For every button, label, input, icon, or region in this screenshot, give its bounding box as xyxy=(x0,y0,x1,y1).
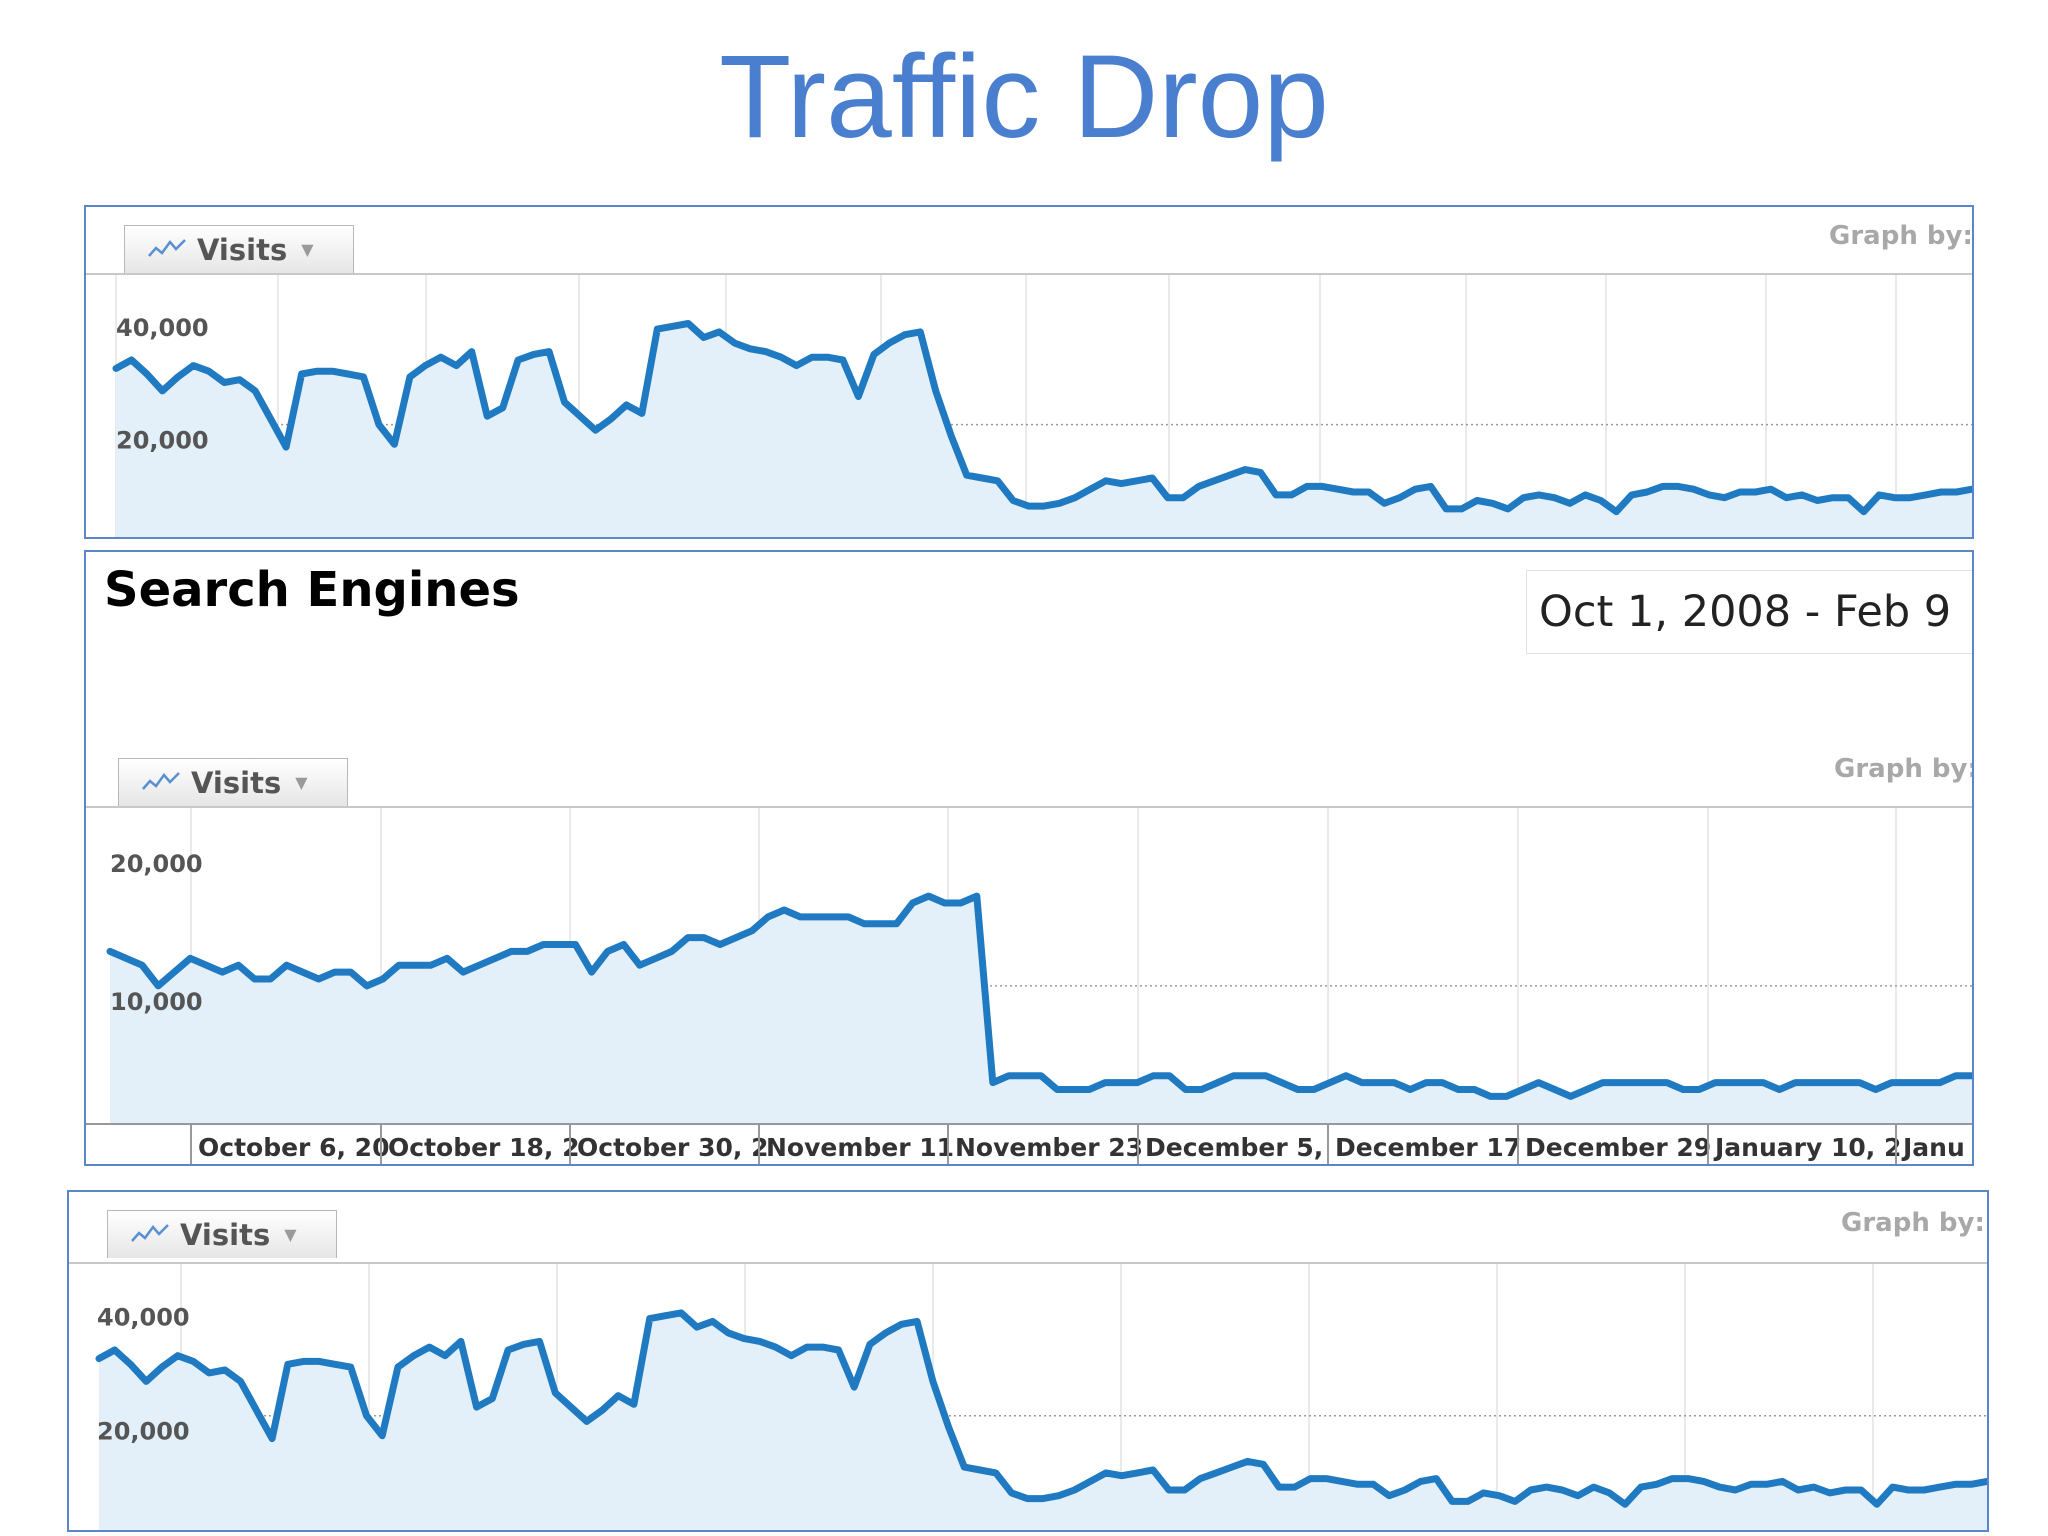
x-tick-label: November 11 xyxy=(766,1133,954,1162)
visits-tab-label: Visits xyxy=(180,1217,271,1252)
search-engines-panel: Search Engines Oct 1, 2008 - Feb 9 Visit… xyxy=(84,550,1974,1166)
x-tick-label: October 30, 2 xyxy=(577,1133,768,1162)
y-tick-label: 20,000 xyxy=(116,427,209,455)
graph-by-label[interactable]: Graph by: xyxy=(1841,1208,1985,1238)
series-line-visits xyxy=(112,320,1972,516)
slide-title: Traffic Drop xyxy=(719,31,1329,163)
x-tick-label: October 6, 20 xyxy=(198,1133,389,1162)
y-tick-label: 20,000 xyxy=(110,850,203,878)
line-chart-icon xyxy=(147,233,187,267)
visits-chart-bottom: 40,000 20,000 xyxy=(69,1262,1987,1530)
caret-down-icon[interactable]: ▼ xyxy=(295,773,308,792)
visits-tab-label: Visits xyxy=(191,765,282,800)
series-line-visits xyxy=(95,1309,1987,1508)
series-area-fill xyxy=(116,323,1972,537)
line-chart-icon xyxy=(130,1218,170,1252)
x-tick-label: November 23 xyxy=(955,1133,1143,1162)
graph-by-label[interactable]: Graph by: xyxy=(1834,754,1974,784)
search-engines-title: Search Engines xyxy=(104,562,520,618)
y-tick-label: 10,000 xyxy=(110,988,203,1016)
x-tick-label: December 17 xyxy=(1335,1133,1521,1162)
visits-graph-panel-top: Visits ▼ Graph by: 40,000 20,000 xyxy=(84,205,1974,539)
visits-graph-panel-bottom: Visits ▼ Graph by: 40,000 20,000 xyxy=(67,1190,1989,1532)
x-tick-label: December 29 xyxy=(1525,1133,1711,1162)
visits-metric-tab[interactable]: Visits ▼ xyxy=(107,1210,337,1258)
line-chart-icon xyxy=(141,766,181,800)
series-line-visits xyxy=(106,892,1972,1100)
visits-metric-tab[interactable]: Visits ▼ xyxy=(124,225,354,273)
date-range-selector[interactable]: Oct 1, 2008 - Feb 9 xyxy=(1526,570,1972,654)
x-tick-label: January 10, 2 xyxy=(1713,1133,1901,1162)
y-tick-label: 40,000 xyxy=(97,1303,190,1331)
x-tick-label: Janu xyxy=(1901,1133,1965,1162)
visits-metric-tab[interactable]: Visits ▼ xyxy=(118,758,348,806)
caret-down-icon[interactable]: ▼ xyxy=(301,240,314,259)
caret-down-icon[interactable]: ▼ xyxy=(284,1225,297,1244)
y-tick-label: 20,000 xyxy=(97,1418,190,1446)
series-area-fill xyxy=(99,1312,1987,1530)
series-area-fill xyxy=(110,896,1972,1124)
visits-tab-label: Visits xyxy=(197,232,288,267)
y-tick-label: 40,000 xyxy=(116,314,209,342)
x-tick-label: October 18, 2 xyxy=(388,1133,579,1162)
graph-by-label[interactable]: Graph by: xyxy=(1829,221,1973,251)
visits-chart-top: 40,000 20,000 xyxy=(86,273,1972,537)
x-tick-label: December 5, xyxy=(1145,1133,1323,1162)
